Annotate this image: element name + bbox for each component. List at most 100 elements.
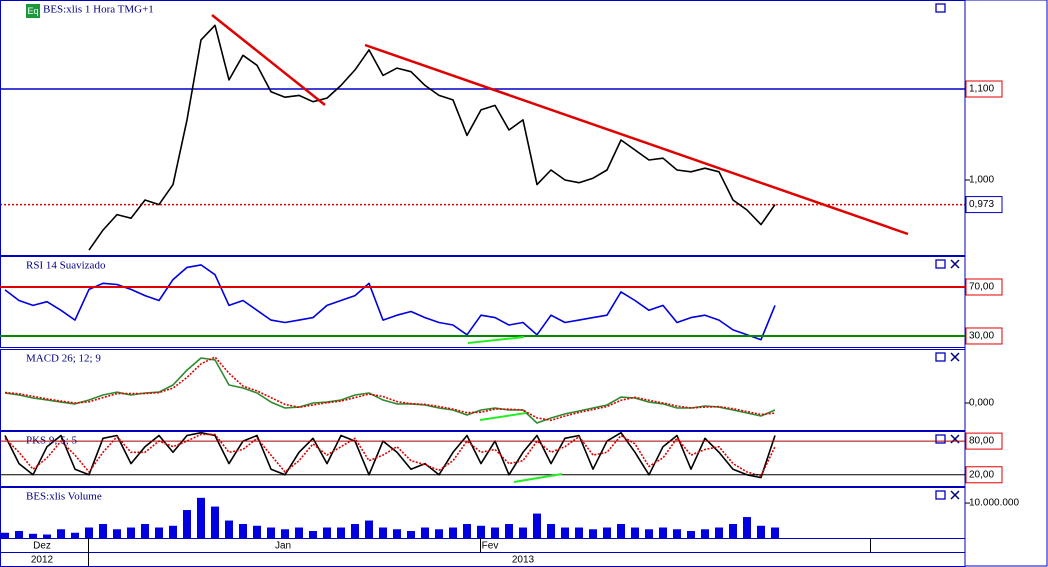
panel-frame <box>0 0 966 256</box>
trend-line <box>211 14 326 106</box>
panel-title: PKS 9; 5; 5 <box>26 435 78 447</box>
y-tick-label: 10.000.000 <box>969 498 1019 509</box>
icon-maximize[interactable] <box>935 352 946 362</box>
panel <box>4 431 776 479</box>
panel-frame <box>0 431 966 487</box>
volume-bar <box>617 524 625 538</box>
volume-bar <box>491 527 499 538</box>
volume-bar <box>771 527 779 538</box>
volume-bar <box>253 525 261 538</box>
price-box <box>965 196 1003 214</box>
volume-bar <box>673 529 681 538</box>
volume-bar <box>113 529 121 538</box>
volume-bar <box>337 527 345 538</box>
series-line <box>4 357 776 424</box>
volume-bar <box>701 529 709 538</box>
panel-title: BES:xlis Volume <box>26 491 102 503</box>
volume-bar <box>547 524 555 538</box>
volume-bar <box>393 529 401 538</box>
volume-bar <box>267 527 275 538</box>
volume-bar <box>645 529 653 538</box>
tick-box <box>965 432 1003 450</box>
y-tick-label: 0,000 <box>969 398 994 409</box>
y-tick-label: 1,000 <box>969 175 994 186</box>
volume-bar <box>127 527 135 538</box>
volume-bar <box>421 527 429 538</box>
panel-frame <box>0 349 966 431</box>
volume-bar <box>631 527 639 538</box>
badge <box>26 4 40 18</box>
volume-bar <box>309 531 317 538</box>
icon-maximize[interactable] <box>935 434 946 444</box>
volume-bar <box>687 531 695 538</box>
volume-bar <box>155 527 163 538</box>
divergence-line <box>479 412 527 421</box>
y-tick-label: 30,00 <box>969 331 994 342</box>
volume-bar <box>29 533 37 538</box>
icon-close[interactable] <box>950 434 960 444</box>
volume-bar <box>757 525 765 538</box>
volume-bar <box>561 527 569 538</box>
tick-box <box>965 466 1003 484</box>
month-label: Dez <box>33 541 51 552</box>
volume-bar <box>71 532 79 538</box>
y-tick-label: 20,00 <box>969 469 994 480</box>
icon-close[interactable] <box>950 259 960 269</box>
volume-bar <box>379 527 387 538</box>
series-line <box>4 264 776 341</box>
tick-box <box>965 80 1003 98</box>
icon-close[interactable] <box>950 490 960 500</box>
y-tick-label: 80,00 <box>969 436 994 447</box>
volume-bar <box>1 532 9 538</box>
volume-bar <box>43 534 51 538</box>
volume-bar <box>505 524 513 538</box>
volume-bar <box>281 529 289 538</box>
price-label: 0,973 <box>969 199 994 210</box>
panel <box>4 264 776 341</box>
icon-maximize[interactable] <box>935 259 946 269</box>
volume-bar <box>435 529 443 538</box>
volume-bar <box>211 506 219 538</box>
volume-bar <box>57 529 65 538</box>
volume-bar <box>715 527 723 538</box>
panel <box>4 356 776 424</box>
month-label: Jan <box>275 541 291 552</box>
volume-bar <box>659 527 667 538</box>
trend-line <box>364 43 909 236</box>
divergence-line <box>467 336 525 344</box>
panel <box>0 24 965 251</box>
series-line <box>88 24 776 251</box>
year-label: 2012 <box>31 555 54 566</box>
volume-bar <box>365 520 373 538</box>
volume-bar <box>169 525 177 538</box>
volume-bar <box>519 527 527 538</box>
divergence-line <box>513 473 563 483</box>
icon-maximize[interactable] <box>935 490 946 500</box>
panel-title: BES:xlis 1 Hora TMG+1 <box>43 4 154 16</box>
volume-bar <box>225 520 233 538</box>
tick-box <box>965 327 1003 345</box>
panel-title: RSI 14 Suavizado <box>26 260 106 272</box>
volume-bar <box>729 524 737 538</box>
volume-bar <box>351 524 359 538</box>
volume-bar <box>575 527 583 538</box>
series-line <box>4 356 776 422</box>
volume-bar <box>743 517 751 538</box>
volume-bar <box>85 527 93 538</box>
panel <box>1 497 779 538</box>
panel-title: MACD 26; 12; 9 <box>26 353 101 365</box>
volume-bar <box>197 497 205 538</box>
icon-maximize[interactable] <box>935 3 946 13</box>
volume-bar <box>183 510 191 538</box>
y-tick-label: 70,00 <box>969 282 994 293</box>
volume-bar <box>141 524 149 538</box>
badge-text: Eq <box>27 6 38 16</box>
volume-bar <box>533 513 541 538</box>
volume-bar <box>239 524 247 538</box>
icon-close[interactable] <box>950 352 960 362</box>
volume-bar <box>589 529 597 538</box>
